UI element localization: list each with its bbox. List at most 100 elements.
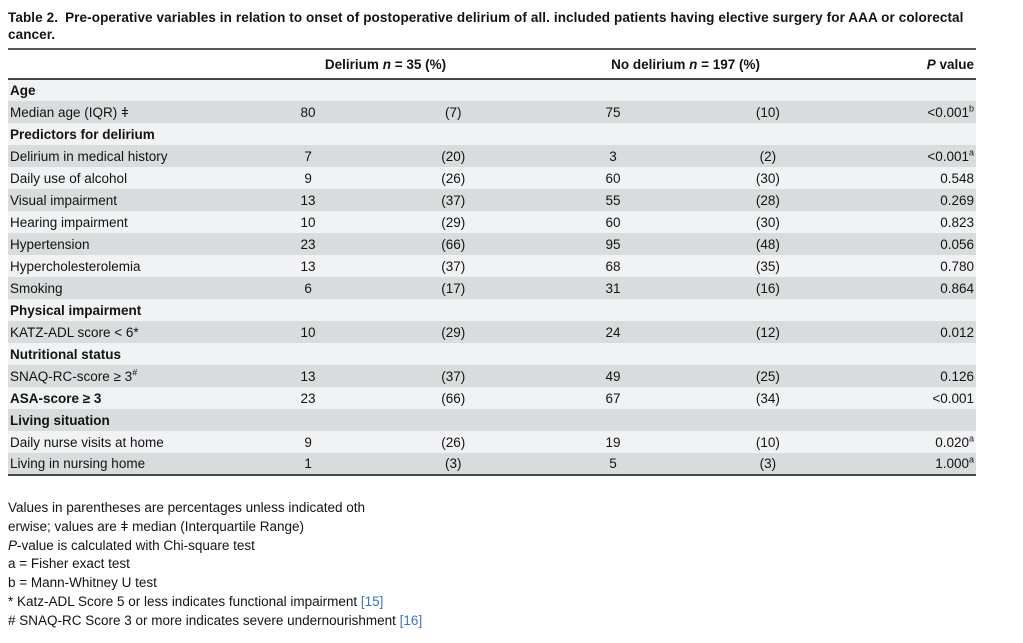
no-delirium-count-cell: 68 xyxy=(605,258,621,274)
delirium-count-cell: 10 xyxy=(300,214,316,230)
p-value-cell: 0.780 xyxy=(940,258,974,274)
column-header-text: Delirium xyxy=(324,57,383,72)
no-delirium-percent-cell: (30) xyxy=(755,214,780,230)
section-label: Nutritional status xyxy=(10,346,122,362)
no-delirium-percent-cell: (10) xyxy=(755,434,780,450)
p-value-cell: 0.269 xyxy=(940,192,974,208)
italic-p: P xyxy=(926,57,936,72)
table-row: Living in nursing home 1 (3) 5 (3) 1.000a xyxy=(8,453,976,475)
row-label: Hypercholesterolemia xyxy=(10,258,141,274)
header-row: Delirium n = 35 (%) No delirium n = 197 … xyxy=(8,48,976,80)
no-delirium-percent-cell: (3) xyxy=(759,456,777,471)
delirium-percent-cell: (26) xyxy=(441,170,466,186)
table-header: Delirium n = 35 (%) No delirium n = 197 … xyxy=(8,48,976,80)
no-delirium-percent-cell: (35) xyxy=(755,258,780,274)
row-label: Smoking xyxy=(10,280,63,296)
delirium-count-cell: 13 xyxy=(300,368,316,384)
p-value-cell: <0.001 xyxy=(932,390,974,406)
delirium-percent-cell: (26) xyxy=(441,434,466,450)
column-header-p-value: P value xyxy=(840,48,976,80)
column-header-text: value xyxy=(935,57,974,72)
column-header-no-delirium: No delirium n = 197 (%) xyxy=(530,48,841,80)
no-delirium-percent-cell: (12) xyxy=(755,324,780,340)
section-label: Physical impairment xyxy=(10,302,142,318)
table-body: Age Median age (IQR) ǂ 80 (7) 75 (10) <0.001b P… xyxy=(8,79,976,475)
no-delirium-count-cell: 55 xyxy=(605,192,621,208)
table-row: ASA-score ≥ 3 23 (66) 67 (34) <0.001 xyxy=(8,387,976,409)
p-value-cell: 0.020a xyxy=(935,433,974,450)
table-title: Table 2. Pre-operative variables in relat… xyxy=(8,9,1014,43)
delirium-variables-table: Delirium n = 35 (%) No delirium n = 197 … xyxy=(8,48,976,476)
no-delirium-count-cell: 3 xyxy=(609,148,617,164)
footnote-line: * Katz-ADL Score 5 or less indicates fun… xyxy=(8,593,384,609)
section-row: Age xyxy=(8,79,976,101)
p-value-cell: 0.012 xyxy=(940,324,974,340)
column-header-text: = 197 (%) xyxy=(697,57,761,72)
p-value-cell: 1.000a xyxy=(935,454,974,471)
no-delirium-percent-cell: (48) xyxy=(755,236,780,252)
delirium-count-cell: 6 xyxy=(304,280,312,296)
footnote-line: Values in parentheses are percentages un… xyxy=(8,500,365,515)
table-row: SNAQ-RC-score ≥ 3# 13 (37) 49 (25) 0.126 xyxy=(8,365,976,387)
delirium-count-cell: 23 xyxy=(300,390,316,406)
no-delirium-count-cell: 49 xyxy=(605,368,621,384)
delirium-percent-cell: (3) xyxy=(445,456,462,471)
row-label: ASA-score ≥ 3 xyxy=(10,390,102,406)
table-row: Daily use of alcohol 9 (26) 60 (30) 0.548 xyxy=(8,167,976,189)
footnote-line: # SNAQ-RC Score 3 or more indicates seve… xyxy=(8,612,423,628)
delirium-count-cell: 10 xyxy=(300,324,316,340)
row-label: Median age (IQR) ǂ xyxy=(10,104,129,120)
row-label: Living in nursing home xyxy=(10,456,146,471)
table-number: Table 2. xyxy=(8,10,59,25)
no-delirium-percent-cell: (30) xyxy=(755,170,780,186)
reference-link[interactable]: [15] xyxy=(360,593,384,609)
row-label: Visual impairment xyxy=(10,192,118,208)
row-label: KATZ-ADL score < 6* xyxy=(10,324,139,340)
p-value-superscript: b xyxy=(968,103,974,113)
reference-link[interactable]: [16] xyxy=(399,612,423,628)
row-label: Daily use of alcohol xyxy=(10,170,128,186)
p-value-cell: 0.864 xyxy=(940,280,974,296)
section-label: Predictors for delirium xyxy=(10,126,155,142)
no-delirium-percent-cell: (34) xyxy=(755,390,780,406)
section-row: Physical impairment xyxy=(8,299,976,321)
row-label: Hypertension xyxy=(10,236,90,252)
row-label: Daily nurse visits at home xyxy=(10,434,164,450)
footnote-line: P-value is calculated with Chi-square te… xyxy=(8,537,255,553)
delirium-count-cell: 13 xyxy=(300,192,316,208)
p-value-cell: <0.001b xyxy=(927,103,974,120)
no-delirium-count-cell: 24 xyxy=(605,324,621,340)
p-value-cell: <0.001a xyxy=(927,147,974,164)
delirium-count-cell: 23 xyxy=(300,236,316,252)
delirium-percent-cell: (17) xyxy=(441,280,466,296)
delirium-percent-cell: (29) xyxy=(441,214,466,230)
table-caption: Pre-operative variables in relation to o… xyxy=(8,10,964,42)
no-delirium-count-cell: 60 xyxy=(605,214,621,230)
delirium-count-cell: 9 xyxy=(304,434,312,450)
delirium-count-cell: 7 xyxy=(304,148,312,164)
delirium-percent-cell: (7) xyxy=(445,104,462,120)
p-value-superscript: a xyxy=(968,454,974,465)
table-row: Smoking 6 (17) 31 (16) 0.864 xyxy=(8,277,976,299)
table-row: Hypertension 23 (66) 95 (48) 0.056 xyxy=(8,233,976,255)
section-row: Nutritional status xyxy=(8,343,976,365)
delirium-count-cell: 9 xyxy=(304,170,312,186)
no-delirium-count-cell: 60 xyxy=(605,170,621,186)
italic-n: n xyxy=(382,57,391,72)
table-footnotes: Values in parentheses are percentages un… xyxy=(8,499,1015,631)
delirium-count-cell: 1 xyxy=(304,456,312,471)
footnote-line: a = Fisher exact test xyxy=(8,556,130,572)
no-delirium-count-cell: 67 xyxy=(605,390,621,406)
no-delirium-percent-cell: (25) xyxy=(755,368,780,384)
table-row: Daily nurse visits at home 9 (26) 19 (10) 0.0… xyxy=(8,431,976,453)
delirium-percent-cell: (37) xyxy=(441,258,466,274)
p-value-cell: 0.056 xyxy=(940,236,974,252)
delirium-percent-cell: (29) xyxy=(441,324,466,340)
empty-header-cell xyxy=(8,48,241,80)
row-label: Hearing impairment xyxy=(10,214,128,230)
table-row: Hearing impairment 10 (29) 60 (30) 0.823 xyxy=(8,211,976,233)
no-delirium-count-cell: 19 xyxy=(605,434,621,450)
column-header-text: No delirium xyxy=(611,57,690,72)
section-row: Predictors for delirium xyxy=(8,123,976,145)
